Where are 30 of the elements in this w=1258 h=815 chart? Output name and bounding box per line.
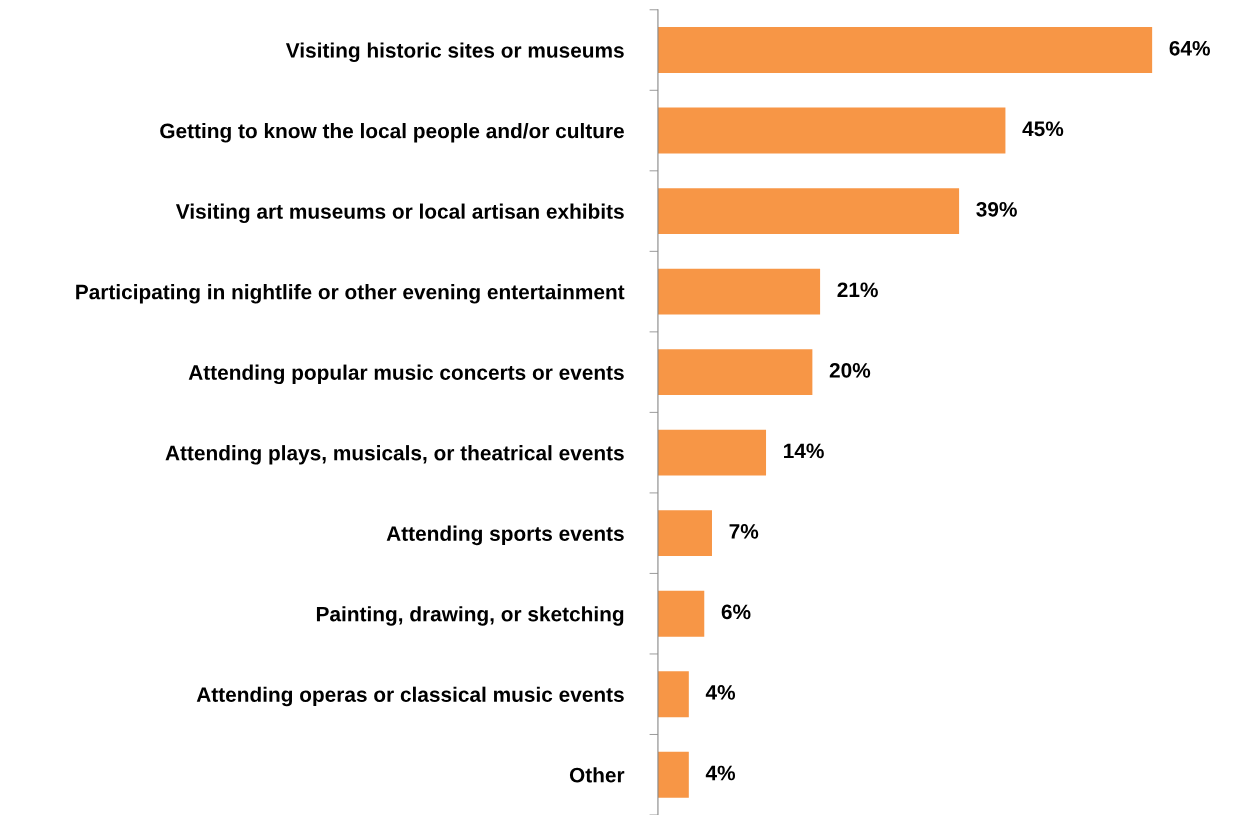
data-label: 6% [721,604,751,620]
y-tick-label: Getting to know the local people and/or culture [160,123,624,143]
bar [657,429,767,476]
bar [657,27,1153,73]
data-label: 7% [729,524,759,539]
data-label: 21% [837,282,878,298]
data-label: 64% [1169,40,1210,56]
data-label: 14% [784,443,824,459]
bar [657,349,813,396]
data-label: 4% [705,765,736,781]
y-tick-label: Attending popular music concerts or events [188,364,624,385]
y-tick-label: Attending plays, musicals, or theatrical events [165,445,624,465]
y-tick-label: Other [569,767,625,783]
bar [657,671,689,718]
bar [657,510,712,557]
y-tick-label: Attending operas or classical music events [196,686,624,707]
y-tick-label: Painting, drawing, or sketching [316,606,624,626]
y-tick-label: Participating in nightlife or other evening entertainment [76,284,625,304]
bar [657,590,705,637]
data-label: 4% [705,685,736,700]
data-label: 20% [829,362,871,378]
data-label: 45% [1022,121,1064,137]
y-tick-label: Attending sports events [386,525,624,546]
bar [657,188,960,235]
y-tick-label: Visiting art museums or local artisan exhibits [175,203,624,224]
bar [657,268,821,315]
bar [657,107,1006,154]
bar [657,751,689,798]
data-label: 39% [976,201,1017,217]
y-tick-label: Visiting historic sites or museums [285,42,624,62]
